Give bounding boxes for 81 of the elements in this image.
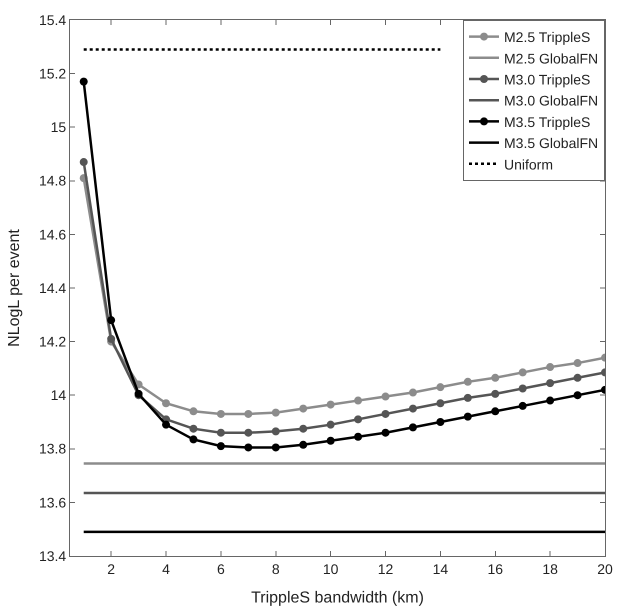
point [354,415,362,424]
point [518,402,527,410]
point [436,383,444,392]
legend-label: M2.5 GlobalFN [504,50,598,66]
point [107,316,116,324]
point [464,378,472,386]
point [244,443,252,452]
point [244,410,252,418]
point [189,424,198,433]
point [382,410,390,418]
point [354,396,362,405]
y-tick-label: 13.4 [38,548,66,564]
point [80,78,88,86]
y-tick-label: 15 [50,119,66,136]
point [216,428,225,437]
point [491,407,500,416]
point [272,427,280,436]
point [518,368,527,376]
point [107,334,116,343]
y-tick-label: 14.4 [38,280,66,296]
point [80,158,88,166]
point [408,423,417,432]
point [216,410,225,418]
point [299,424,308,433]
x-axis-title: TrippleS bandwidth (km) [251,590,424,606]
point [299,440,308,449]
legend-label: Uniform [504,156,554,172]
point [299,404,308,413]
x-tick-label: 12 [378,560,394,577]
point [408,388,417,397]
y-tick-label: 15.4 [38,12,66,28]
x-tick-label: 8 [272,560,280,577]
point [546,379,554,388]
point [491,374,500,382]
point [574,374,582,382]
y-tick-label: 13.6 [38,494,66,510]
point [408,404,417,413]
point [491,390,500,398]
point [436,399,444,408]
point [189,407,198,416]
point [326,420,335,429]
y-tick-label: 14.8 [38,172,66,189]
x-tick-label: 10 [322,560,339,577]
point [382,392,390,401]
point [546,363,554,372]
point [272,408,280,417]
y-tick-label: 14.6 [38,226,66,242]
point [546,396,554,405]
legend-label: M2.5 TrippleS [504,29,590,46]
point [162,420,170,429]
point [354,432,362,441]
y-tick-label: 14 [50,387,66,404]
point [464,412,472,421]
point [464,394,472,402]
legend-label: M3.5 GlobalFN [504,135,598,152]
point [162,399,170,408]
point [272,443,280,452]
point [382,428,390,437]
point [326,400,335,409]
x-tick-label: 2 [107,560,116,577]
x-tick-label: 16 [487,560,504,577]
point [518,384,527,392]
y-tick-label: 14.2 [38,334,66,350]
point [574,391,582,400]
point [216,442,225,450]
point [189,435,198,444]
x-tick-label: 18 [542,560,558,577]
legend-label: M3.0 GlobalFN [504,92,598,109]
point [574,359,582,368]
y-axis-title: NLogL per event [6,228,23,347]
x-tick-label: 20 [597,560,613,577]
y-tick-label: 13.8 [38,440,66,457]
point [326,436,335,445]
x-tick-label: 14 [432,560,448,577]
legend-label: M3.5 TrippleS [504,114,590,130]
y-tick-label: 15.2 [38,66,66,82]
legend-label: M3.0 TrippleS [504,71,590,88]
point [436,418,444,426]
x-tick-label: 6 [217,560,225,577]
point [244,428,252,437]
x-tick-label: 4 [162,560,170,577]
